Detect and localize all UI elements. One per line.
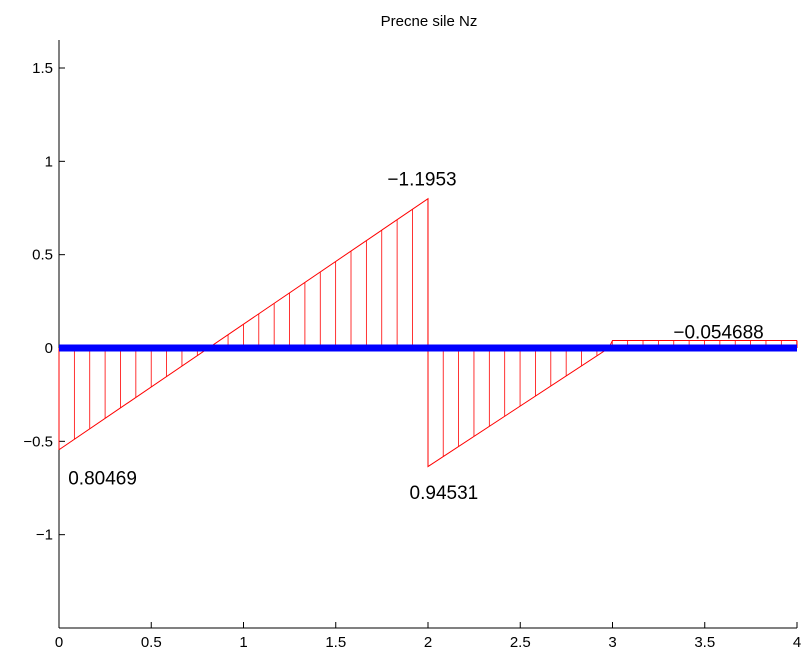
y-tick-label: 0.5: [32, 247, 53, 264]
x-tick-label: 1: [239, 634, 247, 651]
x-tick-label: 1.5: [325, 634, 346, 651]
x-tick-label: 2: [424, 634, 432, 651]
value-label: −1.1953: [387, 170, 456, 191]
y-tick-label: 1.5: [32, 60, 53, 77]
value-label: 0.94531: [410, 483, 479, 504]
y-tick-label: 0: [45, 340, 53, 357]
y-tick-label: −1: [36, 527, 53, 544]
x-tick-label: 4: [793, 634, 801, 651]
x-tick-label: 3.5: [694, 634, 715, 651]
y-tick-label: −0.5: [23, 433, 53, 450]
x-tick-label: 0: [55, 634, 63, 651]
x-tick-label: 2.5: [510, 634, 531, 651]
axes: 0 0.5 1 1.5 2 2.5 3 3.5 4 −1 −0.5 0 0.5 1 1.5: [23, 40, 801, 651]
annotations: 0.80469 −1.1953 0.94531 −0.054688: [68, 170, 764, 505]
shear-diagram-line: [58, 197, 797, 468]
chart-title: Precne sile Nz: [381, 13, 478, 30]
y-tick-label: 1: [45, 153, 53, 170]
x-tick-label: 0.5: [141, 634, 162, 651]
value-label: 0.80469: [68, 468, 137, 489]
value-label: −0.054688: [673, 323, 763, 344]
x-tick-label: 3: [608, 634, 616, 651]
